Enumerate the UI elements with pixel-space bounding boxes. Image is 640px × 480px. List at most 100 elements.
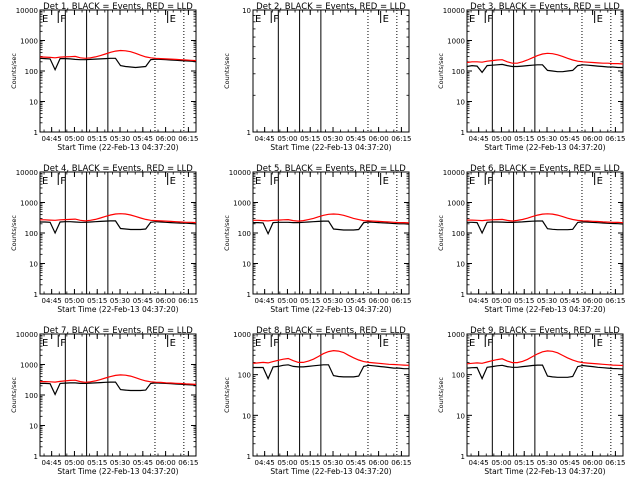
- panel-det-3: Det 3, BLACK = Events, RED = LLD 1 10 100 10…: [437, 2, 625, 152]
- x-tick-label: 05:45: [346, 135, 366, 143]
- plot-frame: [39, 9, 197, 133]
- x-tick-label: 05:30: [323, 135, 343, 143]
- x-tick-label: 06:15: [605, 459, 625, 467]
- y-axis-label: Counts/sec: [223, 377, 231, 413]
- x-tick-label: 05:45: [346, 459, 366, 467]
- marker-label-e: E: [469, 338, 475, 349]
- y-tick-label: 1: [247, 129, 251, 137]
- panel-det-5: Det 5, BLACK = Events, RED = LLD 1 10 100 10…: [223, 164, 411, 314]
- marker-label-e: E: [255, 14, 261, 25]
- x-tick-label: 05:30: [323, 459, 343, 467]
- panel-title: Det 8, BLACK = Events, RED = LLD: [256, 326, 406, 336]
- x-tick-label: 05:15: [87, 459, 107, 467]
- marker-label-e: E: [383, 14, 389, 25]
- x-tick-label: 05:15: [87, 297, 107, 305]
- marker-label-f: F: [60, 176, 66, 187]
- marker-label-e: E: [597, 176, 603, 187]
- series-line-lld: [467, 213, 624, 224]
- y-tick-label: 10000: [16, 169, 38, 177]
- x-axis-label: Start Time (22-Feb-13 04:37:20): [57, 305, 178, 314]
- series-line-events: [466, 63, 623, 74]
- x-tick-label: 05:30: [323, 297, 343, 305]
- y-tick-label: 10000: [443, 7, 465, 15]
- marker-label-e: E: [42, 14, 48, 25]
- y-tick-label: 100: [238, 230, 251, 238]
- x-tick-label: 05:00: [64, 459, 84, 467]
- y-tick-label: 10: [29, 261, 38, 269]
- series-line-lld: [466, 350, 624, 367]
- marker-label-e: E: [383, 176, 389, 187]
- x-tick-label: 05:00: [491, 297, 511, 305]
- y-tick-label: 1: [461, 291, 465, 299]
- series-line-lld: [253, 213, 410, 224]
- x-tick-label: 04:45: [255, 459, 275, 467]
- panel-title: Det 4, BLACK = Events, RED = LLD: [43, 164, 193, 174]
- y-axis-label: Counts/sec: [437, 53, 445, 89]
- panel-title: Det 5, BLACK = Events, RED = LLD: [256, 164, 406, 174]
- x-tick-label: 05:45: [133, 459, 153, 467]
- marker-label-e: E: [170, 14, 176, 25]
- x-axis-label: Start Time (22-Feb-13 04:37:20): [484, 305, 605, 314]
- y-tick-label: 10000: [16, 7, 38, 15]
- x-tick-label: 06:00: [583, 459, 603, 467]
- x-tick-label: 05:00: [491, 459, 511, 467]
- y-tick-label: 1: [34, 129, 38, 137]
- x-tick-label: 04:45: [255, 297, 275, 305]
- x-axis-label: Start Time (22-Feb-13 04:37:20): [270, 143, 391, 152]
- y-axis-label: Counts/sec: [437, 377, 445, 413]
- y-tick-label: 10000: [229, 169, 251, 177]
- x-tick-label: 06:15: [391, 297, 411, 305]
- x-tick-label: 05:30: [537, 135, 557, 143]
- x-axis-label: Start Time (22-Feb-13 04:37:20): [484, 467, 605, 476]
- marker-label-f: F: [273, 176, 279, 187]
- x-tick-label: 05:45: [560, 135, 580, 143]
- marker-label-f: F: [60, 338, 66, 349]
- x-tick-label: 05:30: [110, 297, 130, 305]
- y-tick-label: 1000: [20, 38, 38, 46]
- x-tick-label: 05:15: [300, 459, 320, 467]
- panel-det-9: Det 9, BLACK = Events, RED = LLD 1 10 100 10…: [437, 326, 625, 476]
- plot-frame: [252, 9, 410, 133]
- x-tick-label: 05:00: [64, 135, 84, 143]
- x-tick-label: 05:15: [514, 459, 534, 467]
- y-tick-label: 1000: [233, 331, 251, 339]
- y-axis-label: Counts/sec: [10, 377, 18, 413]
- x-tick-label: 05:45: [560, 459, 580, 467]
- series-line-events: [466, 364, 624, 381]
- y-tick-label: 1000: [20, 362, 38, 370]
- plot-frame: [466, 9, 624, 133]
- marker-label-f: F: [60, 14, 66, 25]
- series-line-events: [39, 57, 197, 72]
- x-tick-label: 05:00: [64, 297, 84, 305]
- series-line-events: [253, 220, 410, 236]
- series-line-events: [40, 220, 197, 235]
- y-tick-label: 1000: [233, 200, 251, 208]
- panel-det-7: Det 7, BLACK = Events, RED = LLD 1 10 100 10…: [10, 326, 198, 476]
- x-tick-label: 04:45: [42, 459, 62, 467]
- marker-label-e: E: [469, 14, 475, 25]
- marker-label-f: F: [487, 338, 493, 349]
- series-line-lld: [466, 52, 624, 65]
- x-tick-label: 06:00: [583, 135, 603, 143]
- y-tick-label: 1: [247, 291, 251, 299]
- x-tick-label: 05:45: [346, 297, 366, 305]
- marker-label-f: F: [273, 14, 279, 25]
- y-tick-label: 100: [25, 392, 38, 400]
- x-tick-label: 06:15: [605, 297, 625, 305]
- marker-label-f: F: [273, 338, 279, 349]
- x-tick-label: 06:15: [391, 459, 411, 467]
- x-tick-label: 06:00: [369, 297, 389, 305]
- panel-title: Det 7, BLACK = Events, RED = LLD: [43, 326, 193, 336]
- series-line-lld: [40, 213, 197, 224]
- marker-label-e: E: [383, 338, 389, 349]
- y-tick-label: 10: [456, 261, 465, 269]
- y-tick-label: 1: [247, 453, 251, 461]
- x-tick-label: 06:00: [369, 135, 389, 143]
- y-tick-label: 1000: [447, 200, 465, 208]
- series-line-events: [467, 220, 624, 235]
- x-tick-label: 05:30: [110, 135, 130, 143]
- y-tick-label: 10: [29, 423, 38, 431]
- marker-label-e: E: [42, 176, 48, 187]
- x-tick-label: 06:15: [178, 297, 198, 305]
